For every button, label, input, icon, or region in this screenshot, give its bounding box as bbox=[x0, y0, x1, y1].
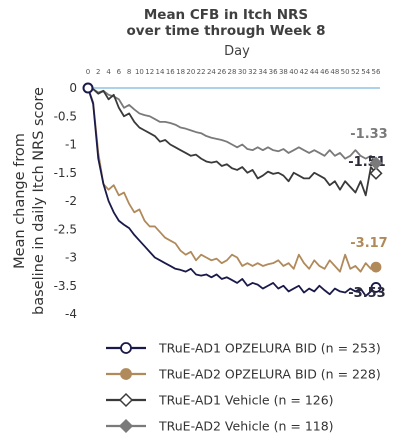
x-tick-label: 54 bbox=[361, 68, 370, 76]
x-tick-label: 24 bbox=[207, 68, 216, 76]
x-tick-label: 40 bbox=[289, 68, 298, 76]
series-group: -3.53-3.17-1.51-1.33 bbox=[82, 82, 388, 301]
x-tick-label: 20 bbox=[186, 68, 195, 76]
legend-label: TRuE-AD1 Vehicle (n = 126) bbox=[158, 393, 334, 408]
series-end-value-label: -1.33 bbox=[350, 127, 387, 142]
x-tick-label: 0 bbox=[86, 68, 90, 76]
x-tick-label: 46 bbox=[320, 68, 329, 76]
x-tick-label: 12 bbox=[145, 68, 154, 76]
x-axis-label: Day bbox=[224, 44, 250, 59]
axes-group: Day Mean change from baseline in daily Itc… bbox=[12, 44, 381, 321]
legend-label: TRuE-AD1 OPZELURA BID (n = 253) bbox=[158, 341, 381, 356]
x-tick-label: 6 bbox=[117, 68, 122, 76]
y-tick-label: -2.5 bbox=[54, 222, 77, 236]
x-tick-label: 42 bbox=[300, 68, 309, 76]
legend-marker bbox=[118, 392, 134, 408]
series-line bbox=[87, 87, 377, 273]
y-tick-label: -0.5 bbox=[54, 109, 77, 123]
y-tick-label: -1 bbox=[65, 138, 77, 152]
x-tick-label: 34 bbox=[258, 68, 267, 76]
x-tick-label: 56 bbox=[372, 68, 381, 76]
series-end-value-label: -3.53 bbox=[348, 286, 385, 301]
x-tick-label: 28 bbox=[228, 68, 237, 76]
series-end-marker bbox=[370, 282, 382, 293]
x-tick-label: 38 bbox=[279, 68, 288, 76]
series-end-marker bbox=[369, 166, 383, 180]
legend-label: TRuE-AD2 Vehicle (n = 118) bbox=[158, 419, 334, 434]
series-end-marker bbox=[369, 156, 383, 170]
x-tick-label: 44 bbox=[310, 68, 319, 76]
x-tick-label: 52 bbox=[351, 68, 360, 76]
y-axis-label-line: baseline in daily Itch NRS score bbox=[31, 87, 47, 315]
series-end-marker bbox=[370, 261, 382, 273]
x-tick-label: 18 bbox=[176, 68, 185, 76]
x-tick-label: 10 bbox=[135, 68, 144, 76]
x-tick-label: 16 bbox=[166, 68, 175, 76]
x-tick-label: 32 bbox=[248, 68, 257, 76]
legend-marker bbox=[118, 418, 134, 434]
y-tick-label: -4 bbox=[65, 307, 77, 321]
series-line bbox=[87, 87, 377, 197]
x-tick-label: 26 bbox=[217, 68, 226, 76]
legend-label: TRuE-AD2 OPZELURA BID (n = 228) bbox=[158, 367, 381, 382]
x-tick-label: 8 bbox=[127, 68, 131, 76]
y-tick-label: -2 bbox=[65, 194, 77, 208]
y-tick-label: 0 bbox=[69, 81, 77, 95]
y-tick-label: -3 bbox=[65, 251, 77, 265]
x-tick-label: 50 bbox=[341, 68, 350, 76]
start-marker bbox=[82, 82, 94, 94]
chart-title-line: Mean CFB in Itch NRS bbox=[144, 7, 308, 23]
series-end-value-label: -3.17 bbox=[350, 236, 387, 251]
legend-group: TRuE-AD1 OPZELURA BID (n = 253) TRuE-AD2 … bbox=[106, 341, 381, 434]
legend-marker bbox=[120, 368, 132, 380]
legend-marker bbox=[120, 342, 132, 354]
x-tick-label: 30 bbox=[238, 68, 247, 76]
x-tick-label: 48 bbox=[330, 68, 339, 76]
x-tick-label: 22 bbox=[197, 68, 206, 76]
series-line bbox=[87, 87, 377, 297]
x-tick-label: 36 bbox=[269, 68, 278, 76]
x-tick-label: 4 bbox=[106, 68, 111, 76]
y-tick-label: -1.5 bbox=[54, 166, 77, 180]
series-line bbox=[87, 87, 377, 164]
x-tick-label: 14 bbox=[156, 68, 165, 76]
y-tick-label: -3.5 bbox=[54, 279, 77, 293]
chart-title-line: over time through Week 8 bbox=[127, 23, 326, 39]
y-axis-label-line: Mean change from bbox=[12, 133, 28, 269]
x-tick-label: 2 bbox=[96, 68, 100, 76]
